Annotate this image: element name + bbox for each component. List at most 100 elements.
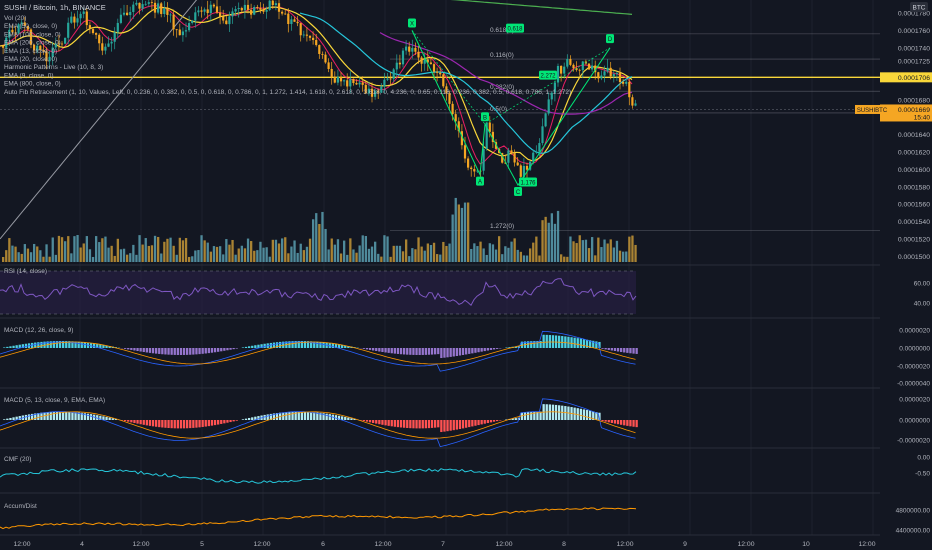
candle-body[interactable] xyxy=(501,153,504,163)
candle-body[interactable] xyxy=(296,21,299,24)
candle-body[interactable] xyxy=(299,23,302,36)
candle-body[interactable] xyxy=(2,46,5,48)
candle-body[interactable] xyxy=(67,22,70,38)
candle-body[interactable] xyxy=(321,53,324,55)
candle-body[interactable] xyxy=(467,158,470,168)
candle-body[interactable] xyxy=(206,9,209,14)
candle-body[interactable] xyxy=(259,8,262,10)
candle-body[interactable] xyxy=(522,165,525,177)
candle-body[interactable] xyxy=(572,64,575,69)
candle-body[interactable] xyxy=(581,61,584,71)
candle-body[interactable] xyxy=(169,14,172,16)
candle-body[interactable] xyxy=(203,9,206,12)
candle-body[interactable] xyxy=(256,7,259,9)
candle-body[interactable] xyxy=(525,165,529,170)
candle-body[interactable] xyxy=(243,4,246,11)
candle-body[interactable] xyxy=(29,29,33,45)
candle-body[interactable] xyxy=(541,126,544,144)
candle-body[interactable] xyxy=(135,2,138,5)
candle-body[interactable] xyxy=(529,161,532,170)
candle-body[interactable] xyxy=(476,170,479,172)
candle-body[interactable] xyxy=(634,103,637,106)
candle-body[interactable] xyxy=(336,76,339,83)
candle-body[interactable] xyxy=(364,84,367,94)
candle-body[interactable] xyxy=(36,45,39,51)
candle-body[interactable] xyxy=(237,8,240,10)
candle-body[interactable] xyxy=(122,12,126,15)
candle-body[interactable] xyxy=(290,19,293,25)
candle-body[interactable] xyxy=(45,51,48,62)
candle-body[interactable] xyxy=(454,114,457,122)
candle-body[interactable] xyxy=(212,4,215,7)
candle-body[interactable] xyxy=(225,20,228,25)
main-price-pane[interactable]: 0.618(0) 0.116(0) 0.382(0) 0.5(0) 1.272(0) X… xyxy=(0,0,880,262)
candle-body[interactable] xyxy=(532,152,535,162)
candle-body[interactable] xyxy=(98,34,101,44)
candle-body[interactable] xyxy=(358,82,361,85)
candle-body[interactable] xyxy=(11,29,14,33)
candle-body[interactable] xyxy=(150,2,153,4)
candle-body[interactable] xyxy=(432,64,436,72)
candle-body[interactable] xyxy=(219,12,222,17)
candle-body[interactable] xyxy=(200,10,203,12)
candle-body[interactable] xyxy=(578,69,581,71)
candle-body[interactable] xyxy=(591,65,594,70)
candle-body[interactable] xyxy=(315,40,318,46)
candle-body[interactable] xyxy=(516,162,519,166)
candle-body[interactable] xyxy=(423,59,426,64)
candle-body[interactable] xyxy=(82,11,85,14)
candle-body[interactable] xyxy=(253,7,256,15)
candle-body[interactable] xyxy=(222,16,225,21)
time-axis[interactable]: 12:00 4 12:00 5 12:00 6 12:00 7 12:00 8 12:00 9 12:0… xyxy=(13,541,875,548)
candle-body[interactable] xyxy=(411,47,414,52)
candle-body[interactable] xyxy=(194,12,197,21)
candle-body[interactable] xyxy=(157,3,160,13)
candle-body[interactable] xyxy=(14,32,17,34)
candle-body[interactable] xyxy=(519,165,522,177)
price-axis[interactable]: 0.0001780 0.0001760 0.0001740 0.0001725 0.00… xyxy=(855,0,932,535)
candle-body[interactable] xyxy=(91,28,95,34)
candle-body[interactable] xyxy=(408,46,411,52)
candle-body[interactable] xyxy=(343,80,346,82)
candle-body[interactable] xyxy=(361,82,364,85)
candle-body[interactable] xyxy=(26,25,29,30)
candle-body[interactable] xyxy=(377,90,380,93)
candle-body[interactable] xyxy=(600,75,603,79)
candle-body[interactable] xyxy=(318,45,321,54)
candle-body[interactable] xyxy=(575,68,578,70)
candle-body[interactable] xyxy=(395,62,398,70)
candle-body[interactable] xyxy=(442,74,445,87)
candle-body[interactable] xyxy=(113,32,116,42)
candle-body[interactable] xyxy=(5,37,8,48)
candle-body[interactable] xyxy=(324,54,327,63)
candle-body[interactable] xyxy=(401,50,405,65)
candle-body[interactable] xyxy=(538,143,541,152)
candle-body[interactable] xyxy=(104,46,107,51)
candle-body[interactable] xyxy=(370,88,374,97)
candle-body[interactable] xyxy=(470,167,473,170)
candle-body[interactable] xyxy=(181,31,184,36)
candle-body[interactable] xyxy=(352,78,355,84)
candle-body[interactable] xyxy=(448,93,451,104)
candlesticks[interactable] xyxy=(2,0,637,183)
candle-body[interactable] xyxy=(262,9,265,12)
candle-body[interactable] xyxy=(349,78,352,87)
candle-body[interactable] xyxy=(473,169,476,172)
candle-body[interactable] xyxy=(172,14,175,30)
candle-body[interactable] xyxy=(544,113,547,127)
candle-body[interactable] xyxy=(126,12,129,16)
candle-body[interactable] xyxy=(355,83,358,85)
candle-body[interactable] xyxy=(215,6,219,13)
candle-body[interactable] xyxy=(398,62,401,65)
candle-body[interactable] xyxy=(48,56,51,62)
candle-body[interactable] xyxy=(20,22,23,25)
candle-body[interactable] xyxy=(17,24,20,34)
candle-body[interactable] xyxy=(426,59,429,63)
candle-body[interactable] xyxy=(265,9,268,12)
candle-body[interactable] xyxy=(144,3,147,5)
candle-body[interactable] xyxy=(556,65,560,83)
candle-body[interactable] xyxy=(625,81,628,84)
candle-body[interactable] xyxy=(594,65,597,73)
candle-body[interactable] xyxy=(386,78,389,80)
